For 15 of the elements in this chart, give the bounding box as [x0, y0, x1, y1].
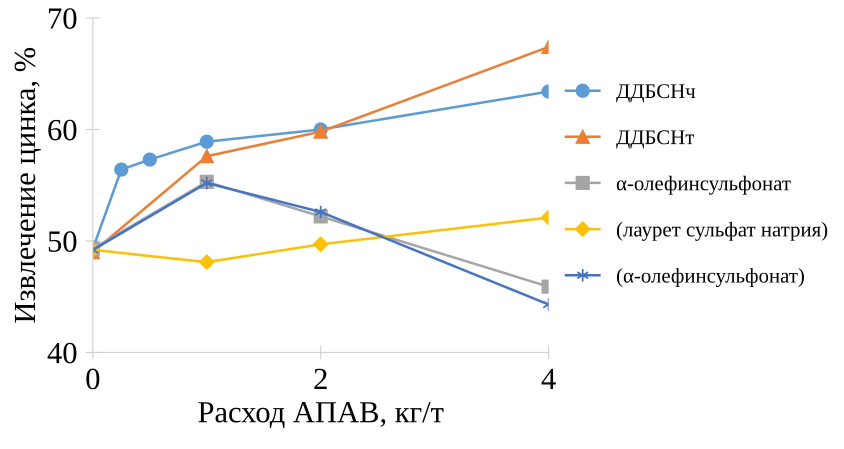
- y-tick-label: 70: [49, 8, 76, 29]
- x-tick-label: 4: [542, 368, 556, 389]
- y-axis-title: Извлечение цинка, %: [14, 48, 41, 323]
- legend-label: ДДБСНч: [616, 84, 696, 102]
- y-tick-label: 50: [48, 231, 76, 252]
- y-tick-label: 40: [48, 342, 76, 364]
- x-tick-label: 0: [86, 368, 100, 390]
- point: [200, 134, 214, 149]
- x-axis-title: Расход АПАВ, кг/т: [198, 402, 444, 428]
- y-tick-label: 60: [48, 120, 76, 140]
- legend-label: (α-олефинсульфонат): [616, 268, 804, 288]
- legend-label: (лаурет сульфат натрия): [616, 222, 828, 241]
- legend-label: ДДБСНт: [616, 130, 694, 149]
- x-tick-label: 2: [314, 368, 327, 389]
- legend-label: α-олефинсульфонат: [616, 176, 791, 195]
